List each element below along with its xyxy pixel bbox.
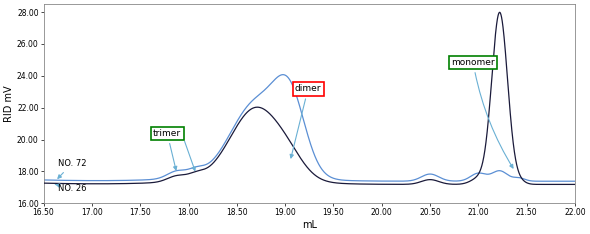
Text: monomer: monomer [451, 58, 513, 168]
Text: NO. 72: NO. 72 [58, 159, 87, 178]
Text: dimer: dimer [290, 84, 322, 158]
Y-axis label: RID mV: RID mV [4, 85, 14, 122]
Text: NO. 26: NO. 26 [55, 184, 87, 193]
X-axis label: mL: mL [302, 220, 317, 230]
Text: trimer: trimer [153, 129, 181, 170]
